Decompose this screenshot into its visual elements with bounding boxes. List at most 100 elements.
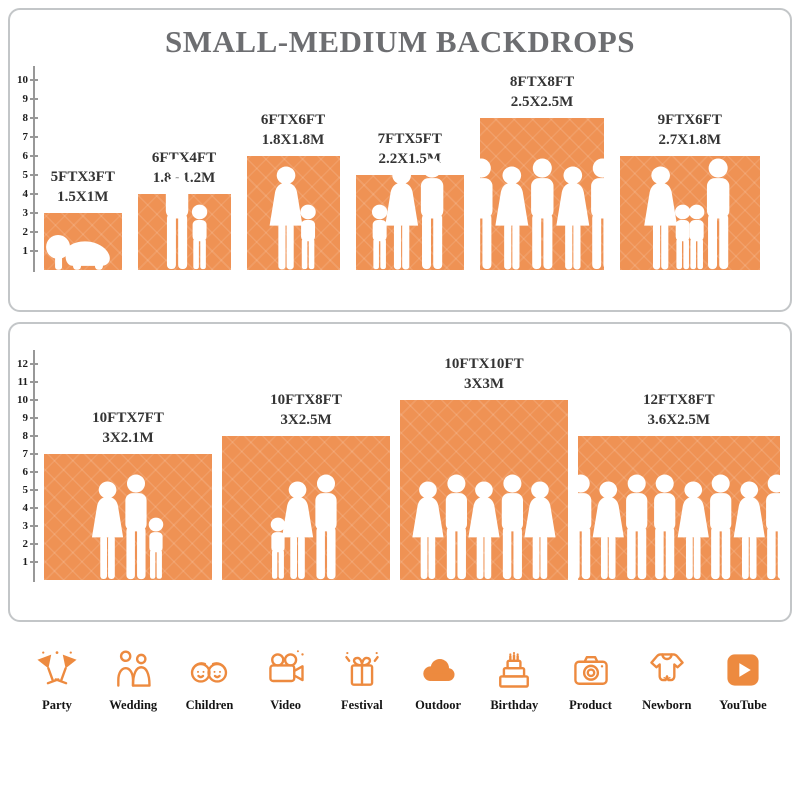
ruler-tick xyxy=(30,363,38,365)
size-m-label: 3.6X2.5M xyxy=(647,411,711,428)
ruler-tick xyxy=(30,471,38,473)
size-m-label: 1.5X1M xyxy=(57,188,109,205)
size-ft-label: 6FTX6FT xyxy=(260,112,326,128)
backdrop-size-label: 10FTX7FT 3X2.1M xyxy=(92,409,164,448)
category-label: Festival xyxy=(341,698,383,712)
category-birthday: Birthday xyxy=(481,648,547,713)
page-title: SMALL-MEDIUM BACKDROPS xyxy=(165,24,635,59)
category-product: Product xyxy=(558,648,624,713)
category-party: Party xyxy=(24,648,90,713)
child-silhouette xyxy=(143,517,169,580)
backdrop-size-label: 8FTX8FT 2.5X2.5M xyxy=(510,73,574,112)
wedding-icon xyxy=(111,648,155,692)
ruler-number: 7 xyxy=(22,131,29,143)
people-silhouettes xyxy=(272,474,341,580)
outdoor-icon xyxy=(416,648,460,692)
ruler-tick xyxy=(30,193,38,195)
backdrop: 5FTX3FT 1.5X1M xyxy=(44,168,122,270)
size-ft-label: 7FTX5FT xyxy=(377,131,442,147)
size-ft-label: 10FTX8FT xyxy=(270,392,342,408)
ruler-number: 9 xyxy=(22,412,29,424)
backdrop: 12FTX8FT 3.6X2.5M xyxy=(578,391,780,580)
ruler-number: 1 xyxy=(22,245,29,257)
category-label: Outdoor xyxy=(415,698,462,712)
backdrop-rect xyxy=(480,118,604,270)
backdrop: 6FTX4FT 1.8X1.2M xyxy=(137,149,231,270)
backdrop: 9FTX6FT 2.7X1.8M xyxy=(620,111,760,270)
ruler-tick xyxy=(30,561,38,563)
ruler-tick xyxy=(30,79,38,81)
ruler-number: 8 xyxy=(22,112,29,124)
ruler-tick xyxy=(30,435,38,437)
ruler-tick xyxy=(30,250,38,252)
backdrop-rect xyxy=(620,156,760,270)
backdrop-size-label: 6FTX6FT 1.8X1.8M xyxy=(261,111,325,150)
man-silhouette xyxy=(409,158,454,270)
ruler-number: 6 xyxy=(22,150,29,162)
backdrop-rect xyxy=(246,156,340,271)
backdrop-rect xyxy=(44,213,122,270)
ruler-line xyxy=(33,66,35,272)
baby-silhouette xyxy=(45,230,121,270)
ruler-top: 1 2 3 4 5 6 7 8 9 10 xyxy=(16,66,40,272)
ruler-tick xyxy=(30,212,38,214)
category-video: Video xyxy=(253,648,319,713)
backdrop-rect xyxy=(44,454,212,580)
category-label: Birthday xyxy=(490,698,539,712)
category-festival: Festival xyxy=(329,648,395,713)
ruler-number: 6 xyxy=(22,466,29,478)
size-ft-label: 8FTX8FT xyxy=(509,74,575,90)
backdrop-bars-row-bottom: 10FTX7FT 3X2.1M 10FTX8FT 3X2.5M 10FTX10FT 3X3… xyxy=(44,355,780,580)
people-silhouettes xyxy=(52,230,114,270)
size-m-label: 1.8X1.8M xyxy=(261,131,325,148)
ruler-number: 7 xyxy=(22,448,29,460)
ruler-tick xyxy=(30,381,38,383)
size-ft-label: 10FTX10FT xyxy=(444,356,524,372)
ruler-tick xyxy=(30,489,38,491)
ruler-number: 4 xyxy=(22,502,29,514)
ruler-number: 8 xyxy=(22,430,29,442)
category-label: Children xyxy=(185,698,234,712)
ruler-tick xyxy=(30,507,38,509)
backdrop: 6FTX6FT 1.8X1.8M xyxy=(246,111,340,271)
newborn-icon xyxy=(645,648,689,692)
festival-icon xyxy=(340,648,384,692)
ruler-number: 12 xyxy=(17,358,28,370)
panel-small-medium-bottom: 1 2 3 4 5 6 7 8 9 10 11 12 10FTX7FT 3X2.1M 10FTX8FT 3X… xyxy=(8,322,792,622)
category-newborn: Newborn xyxy=(634,648,700,713)
backdrop-size-label: 12FTX8FT 3.6X2.5M xyxy=(643,391,715,430)
size-m-label: 2.5X2.5M xyxy=(510,93,574,110)
youtube-icon xyxy=(721,648,765,692)
ruler-number: 2 xyxy=(22,226,29,238)
category-label: Product xyxy=(569,698,612,712)
backdrop: 10FTX10FT 3X3M xyxy=(400,355,568,580)
ruler-number: 1 xyxy=(22,556,29,568)
category-label: Party xyxy=(42,698,72,712)
people-silhouettes xyxy=(162,158,207,270)
backdrop-rect xyxy=(400,400,568,580)
ruler-tick xyxy=(30,231,38,233)
backdrop-size-label: 6FTX4FT 1.8X1.2M xyxy=(152,149,216,188)
child-silhouette xyxy=(294,204,322,271)
backdrop: 10FTX7FT 3X2.1M xyxy=(44,409,212,580)
category-label: Video xyxy=(270,698,302,712)
size-ft-label: 12FTX8FT xyxy=(642,392,715,408)
people-silhouettes xyxy=(466,158,618,270)
category-wedding: Wedding xyxy=(100,648,166,713)
ruler-number: 4 xyxy=(22,188,29,200)
size-m-label: 3X3M xyxy=(463,375,504,392)
ruler-line xyxy=(33,350,35,582)
size-ft-label: 9FTX6FT xyxy=(657,112,722,128)
size-ft-label: 6FTX4FT xyxy=(151,150,217,166)
ruler-tick xyxy=(30,174,38,176)
video-icon xyxy=(264,648,308,692)
category-label: YouTube xyxy=(719,698,767,712)
ruler-number: 10 xyxy=(17,394,28,406)
category-label: Newborn xyxy=(642,698,692,712)
product-icon xyxy=(569,648,613,692)
size-m-label: 2.7X1.8M xyxy=(658,131,721,148)
category-row: Party Wedding Children Video Festival Ou… xyxy=(24,648,776,713)
ruler-tick xyxy=(30,98,38,100)
people-silhouettes xyxy=(566,474,791,580)
backdrop-size-label: 10FTX10FT 3X3M xyxy=(444,355,523,394)
